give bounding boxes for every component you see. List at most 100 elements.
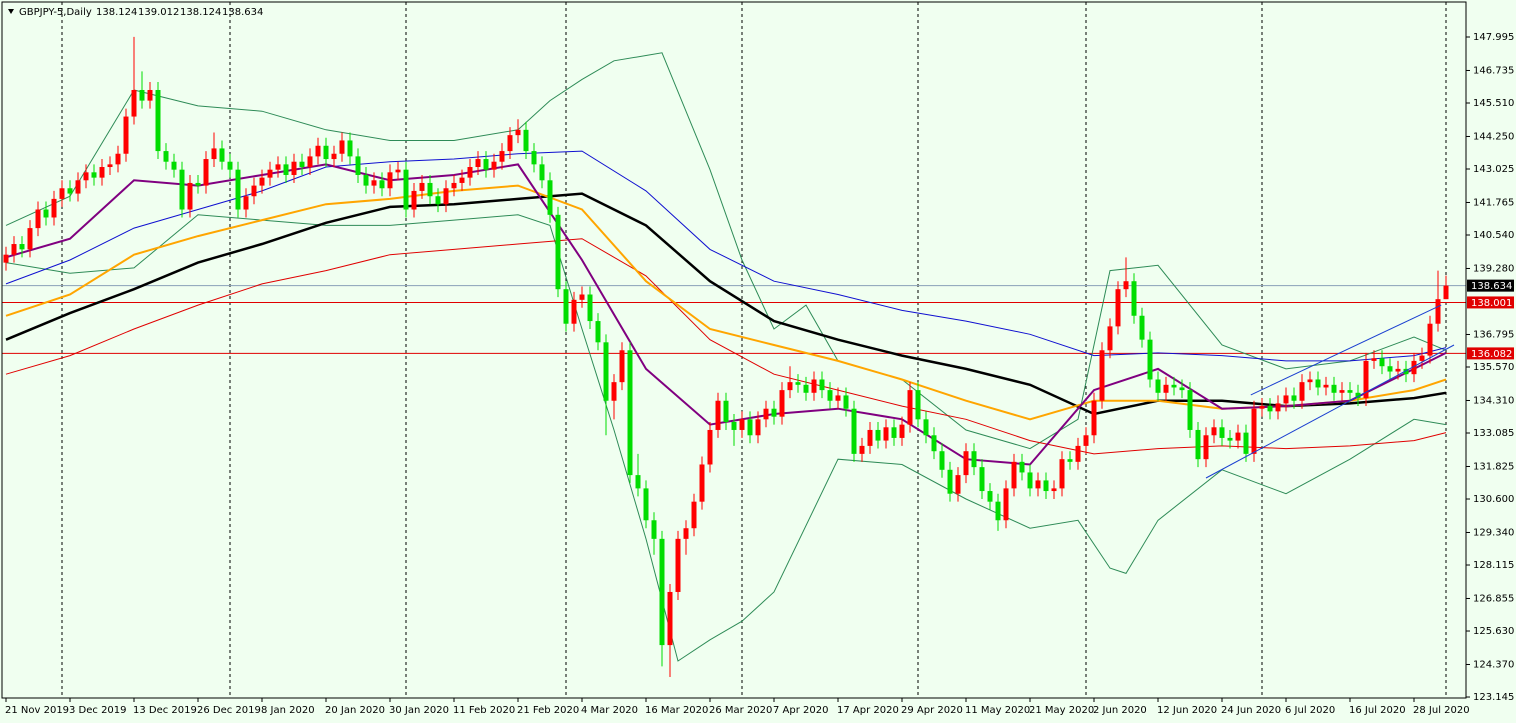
candle-body <box>443 188 449 205</box>
candle-body <box>675 538 681 592</box>
y-tick-label: 130.600 <box>1473 494 1514 505</box>
candle-body <box>1291 395 1297 401</box>
candle-body <box>347 140 353 157</box>
candle-body <box>651 520 657 539</box>
candle-body <box>307 156 313 168</box>
candle-body <box>667 591 673 646</box>
candle-body <box>795 382 801 385</box>
candle-body <box>155 89 161 152</box>
candle-body <box>1035 480 1041 489</box>
candle-body <box>411 190 417 210</box>
candle-body <box>1059 459 1065 489</box>
candle-body <box>43 209 49 218</box>
candle-body <box>971 451 977 468</box>
x-tick-label: 26 Dec 2019 <box>197 705 261 716</box>
candle-body <box>219 148 225 162</box>
candle-body <box>819 379 825 391</box>
x-tick-label: 11 Feb 2020 <box>453 705 515 716</box>
candle-body <box>363 174 369 186</box>
candle-body <box>435 196 441 205</box>
header-low: 138.124 <box>180 7 221 18</box>
candle-body <box>395 169 401 173</box>
candle-body <box>491 161 497 170</box>
level-label-bg <box>1467 347 1514 360</box>
candle-body <box>35 209 41 229</box>
candle-body <box>323 145 329 160</box>
candle-body <box>331 153 337 160</box>
candle-body <box>739 419 745 430</box>
candle-body <box>587 294 593 322</box>
candle-body <box>75 180 81 194</box>
bid-label: 138.634 <box>1471 281 1512 292</box>
menu-arrow[interactable] <box>8 9 14 14</box>
candle-body <box>115 153 121 165</box>
candle-body <box>67 188 73 194</box>
candle-body <box>131 89 137 117</box>
candle-body <box>563 289 569 324</box>
level-label-bg <box>1467 296 1514 309</box>
candle-body <box>963 451 969 476</box>
candle-body <box>547 180 553 215</box>
candle-body <box>1027 472 1033 489</box>
candle-body <box>419 182 425 191</box>
candle-body <box>1371 358 1377 361</box>
y-tick-label: 143.025 <box>1473 164 1514 175</box>
header-close: 138.634 <box>222 7 263 18</box>
x-tick-label: 26 Mar 2020 <box>709 705 772 716</box>
candle-body <box>579 294 585 300</box>
y-tick-label: 146.735 <box>1473 65 1514 76</box>
candle-body <box>1019 461 1025 473</box>
candle-body <box>1275 403 1281 412</box>
candle-body <box>1195 429 1201 460</box>
candle-body <box>83 172 89 181</box>
candle-body <box>243 196 249 210</box>
y-tick-label: 128.115 <box>1473 560 1514 571</box>
candle-body <box>707 429 713 465</box>
candle-body <box>451 182 457 189</box>
candle-body <box>387 172 393 189</box>
header-high: 139.012 <box>138 7 179 18</box>
x-tick-label: 28 Jul 2020 <box>1413 705 1470 716</box>
candle-body <box>635 475 641 489</box>
candle-body <box>899 424 905 438</box>
candle-body <box>3 254 9 263</box>
candle-body <box>291 161 297 175</box>
candle-body <box>779 390 785 417</box>
candle-body <box>1323 384 1329 388</box>
candle-body <box>827 390 833 401</box>
candle-body <box>1395 368 1401 372</box>
candle-body <box>771 408 777 417</box>
candle-body <box>1363 360 1369 399</box>
x-tick-label: 30 Jan 2020 <box>389 705 449 716</box>
candle-body <box>1171 384 1177 388</box>
candle-body <box>1051 488 1057 492</box>
candle-body <box>59 188 65 199</box>
candle-body <box>539 164 545 181</box>
x-tick-label: 3 Dec 2019 <box>69 705 127 716</box>
candle-body <box>459 177 465 183</box>
x-tick-label: 17 Apr 2020 <box>837 705 899 716</box>
x-tick-label: 21 Feb 2020 <box>517 705 579 716</box>
candle-body <box>1259 406 1265 409</box>
candle-body <box>947 469 953 494</box>
x-tick-label: 29 Apr 2020 <box>901 705 963 716</box>
candle-body <box>1243 432 1249 454</box>
candle-body <box>379 180 385 189</box>
candle-body <box>987 491 993 502</box>
candle-body <box>267 169 273 178</box>
candle-body <box>147 89 153 101</box>
candle-body <box>595 321 601 343</box>
y-tick-label: 124.370 <box>1473 659 1514 670</box>
bid-label-bg <box>1467 279 1514 292</box>
header-open: 138.124 <box>96 7 137 18</box>
indicator-line <box>5 52 1447 450</box>
candle-body <box>1155 379 1161 393</box>
candle-body <box>859 445 865 454</box>
candle-body <box>555 214 561 290</box>
candle-body <box>1219 427 1225 438</box>
candle-body <box>187 182 193 210</box>
y-tick-label: 129.340 <box>1473 527 1514 538</box>
candle-body <box>275 164 281 170</box>
candle-body <box>747 419 753 436</box>
candle-body <box>1347 390 1353 393</box>
